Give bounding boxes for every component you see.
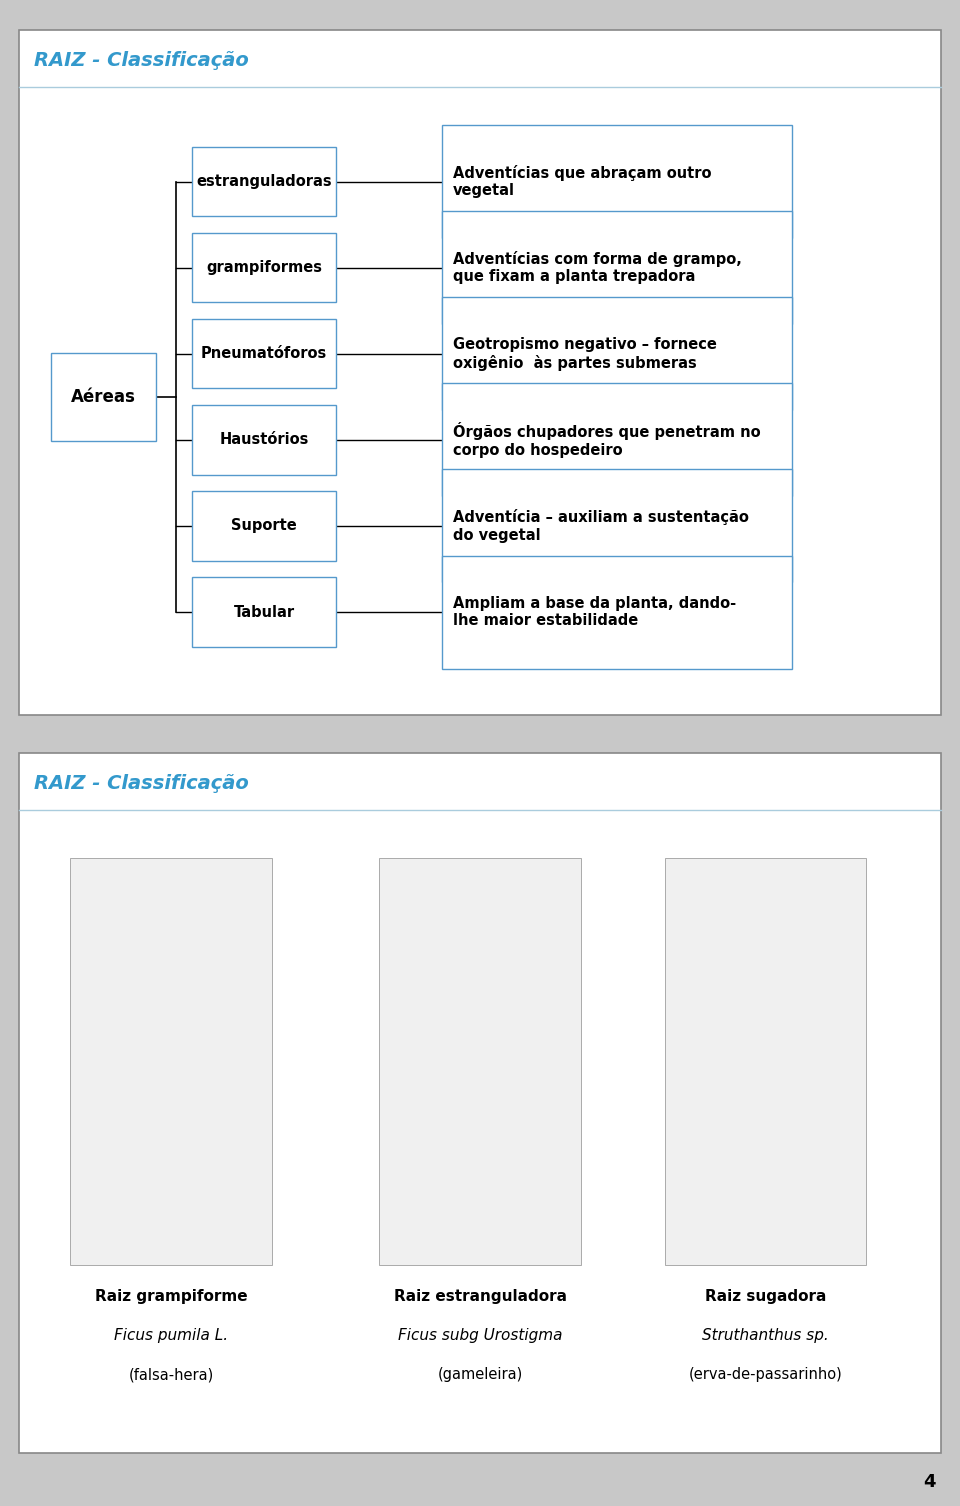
Text: Suporte: Suporte [231, 518, 297, 533]
Text: Raiz sugadora: Raiz sugadora [705, 1289, 827, 1304]
FancyBboxPatch shape [19, 753, 941, 1453]
FancyBboxPatch shape [442, 556, 792, 669]
Text: Raiz grampiforme: Raiz grampiforme [95, 1289, 248, 1304]
Text: Ficus pumila L.: Ficus pumila L. [114, 1328, 228, 1343]
Text: Adventícias que abraçam outro
vegetal: Adventícias que abraçam outro vegetal [453, 164, 711, 199]
Text: Ficus subg Urostigma: Ficus subg Urostigma [397, 1328, 563, 1343]
Text: (falsa-hera): (falsa-hera) [129, 1367, 214, 1383]
Text: Raiz estranguladora: Raiz estranguladora [394, 1289, 566, 1304]
Text: Pneumatóforos: Pneumatóforos [201, 346, 327, 361]
Text: Órgãos chupadores que penetram no
corpo do hospedeiro: Órgãos chupadores que penetram no corpo … [453, 422, 760, 458]
Text: (gameleira): (gameleira) [438, 1367, 522, 1383]
FancyBboxPatch shape [665, 858, 867, 1265]
FancyBboxPatch shape [192, 233, 336, 303]
FancyBboxPatch shape [192, 405, 336, 474]
FancyBboxPatch shape [442, 297, 792, 410]
FancyBboxPatch shape [192, 491, 336, 560]
FancyBboxPatch shape [192, 577, 336, 646]
Text: Tabular: Tabular [233, 604, 295, 619]
FancyBboxPatch shape [192, 319, 336, 389]
FancyBboxPatch shape [442, 125, 792, 238]
Text: Geotropismo negativo – fornece
oxigênio  às partes submeras: Geotropismo negativo – fornece oxigênio … [453, 337, 717, 370]
Text: (erva-de-passarinho): (erva-de-passarinho) [689, 1367, 843, 1383]
FancyBboxPatch shape [19, 30, 941, 715]
Text: Adventícias com forma de grampo,
que fixam a planta trepadora: Adventícias com forma de grampo, que fix… [453, 252, 742, 285]
Text: 4: 4 [924, 1473, 936, 1491]
Text: estranguladoras: estranguladoras [196, 175, 332, 190]
FancyBboxPatch shape [442, 211, 792, 324]
FancyBboxPatch shape [442, 470, 792, 583]
FancyBboxPatch shape [442, 384, 792, 497]
FancyBboxPatch shape [192, 148, 336, 217]
Text: Aéreas: Aéreas [71, 389, 136, 405]
Text: Ampliam a base da planta, dando-
lhe maior estabilidade: Ampliam a base da planta, dando- lhe mai… [453, 596, 736, 628]
Text: Struthanthus sp.: Struthanthus sp. [703, 1328, 829, 1343]
Text: RAIZ - Classificação: RAIZ - Classificação [34, 51, 249, 69]
FancyBboxPatch shape [379, 858, 581, 1265]
FancyBboxPatch shape [70, 858, 272, 1265]
Text: RAIZ - Classificação: RAIZ - Classificação [34, 774, 249, 792]
Text: Haustórios: Haustórios [219, 432, 309, 447]
FancyBboxPatch shape [51, 352, 156, 440]
Text: grampiformes: grampiformes [206, 261, 322, 276]
Text: Adventícia – auxiliam a sustentação
do vegetal: Adventícia – auxiliam a sustentação do v… [453, 509, 749, 542]
